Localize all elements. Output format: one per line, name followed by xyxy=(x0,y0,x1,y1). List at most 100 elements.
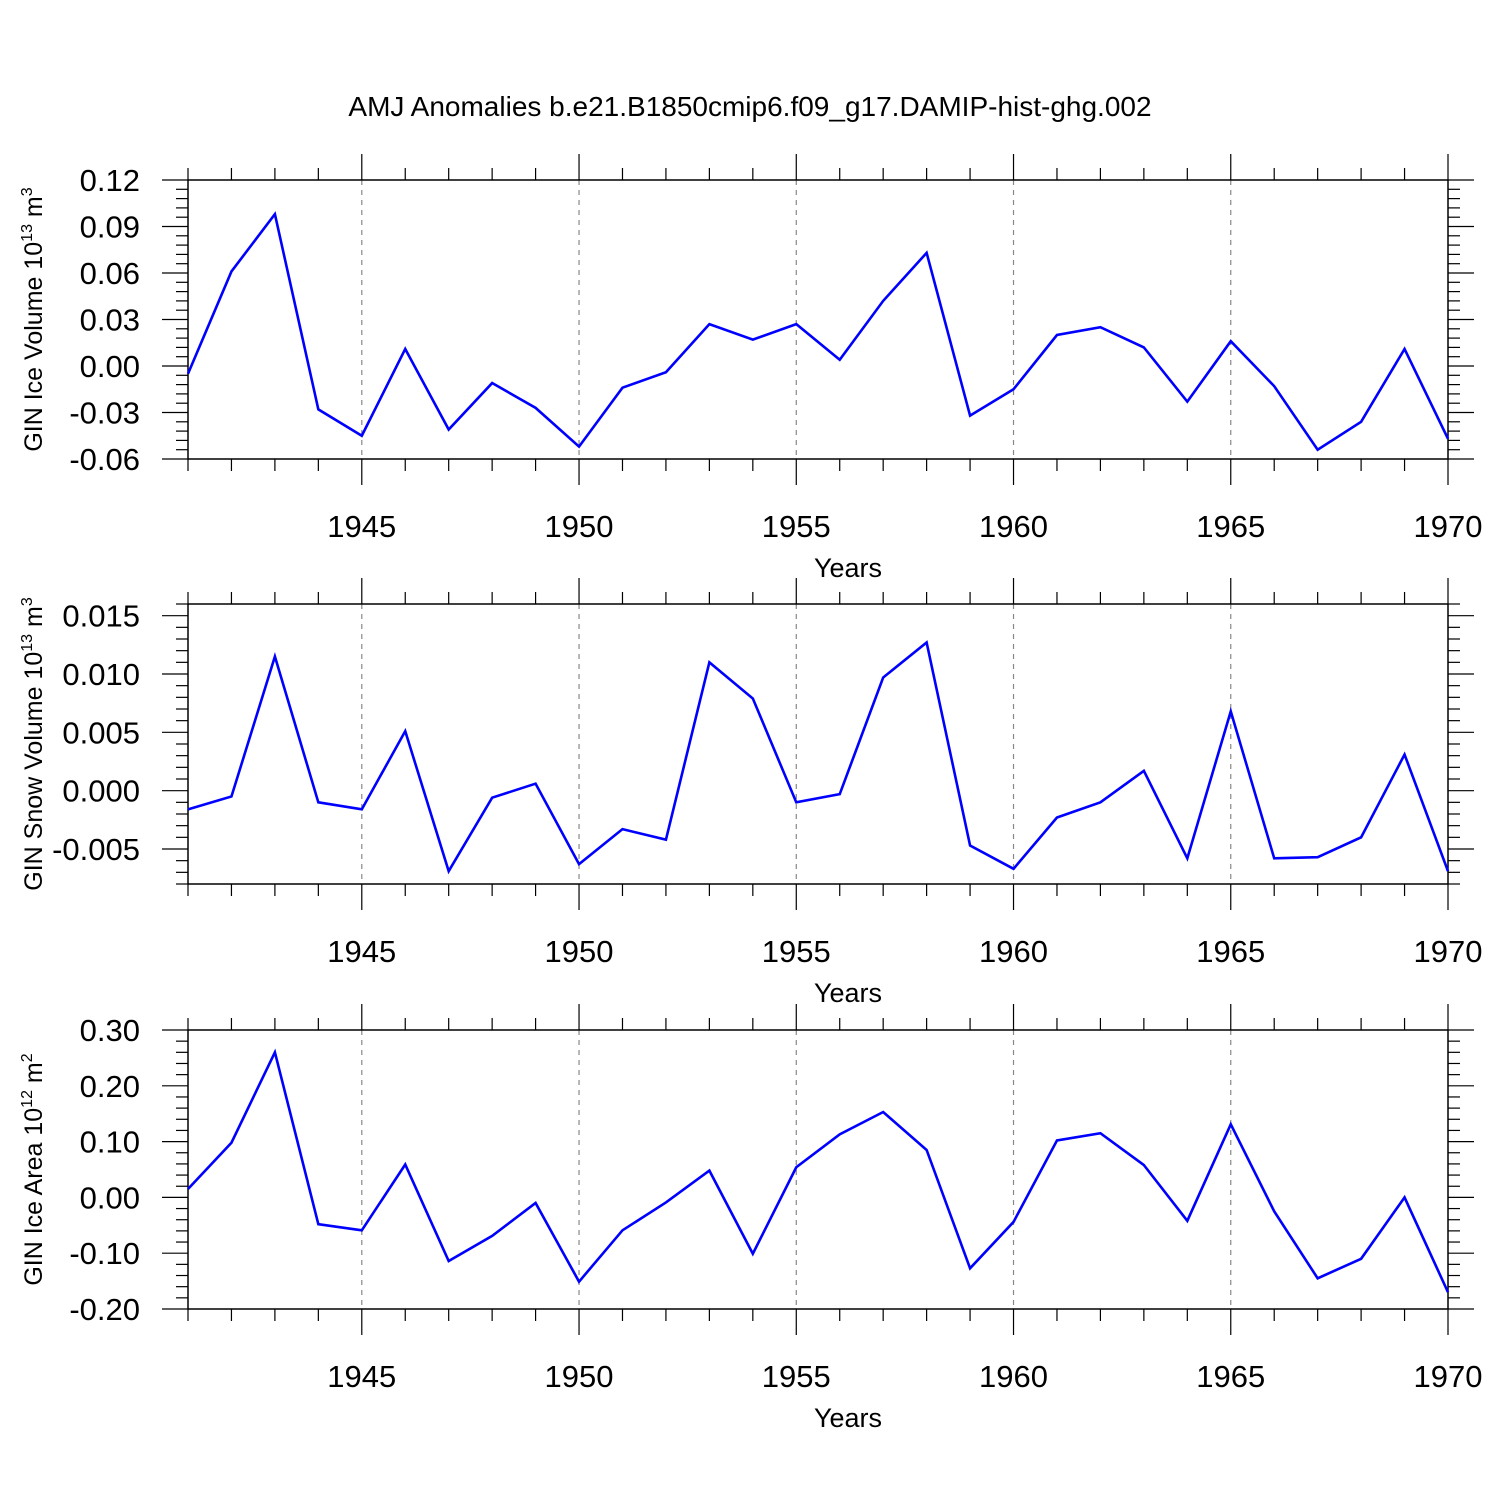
data-point xyxy=(491,796,494,799)
data-point xyxy=(578,445,581,448)
plot-frame xyxy=(187,603,1449,885)
y-tick-label: -0.20 xyxy=(69,1292,140,1327)
x-tick-label: 1945 xyxy=(327,1359,396,1394)
data-point xyxy=(317,1223,320,1226)
x-tick-label: 1970 xyxy=(1414,509,1483,544)
data-point xyxy=(621,1229,624,1232)
data-point xyxy=(534,1202,537,1205)
data-point xyxy=(187,808,190,811)
data-point xyxy=(1186,400,1189,403)
y-axis-label-text: m xyxy=(20,606,48,634)
x-tick-label: 1965 xyxy=(1196,509,1265,544)
data-point xyxy=(708,661,711,664)
data-point xyxy=(1403,753,1406,756)
data-point xyxy=(1229,1123,1232,1126)
data-point xyxy=(317,801,320,804)
x-tick-label: 1960 xyxy=(979,1359,1048,1394)
x-tick-label: 1955 xyxy=(762,509,831,544)
data-point xyxy=(534,782,537,785)
data-point xyxy=(1273,1210,1276,1213)
x-tick-label: 1965 xyxy=(1196,1359,1265,1394)
y-tick-label: 0.06 xyxy=(80,256,140,291)
data-point xyxy=(1143,346,1146,349)
data-point xyxy=(1229,340,1232,343)
data-point xyxy=(491,1235,494,1238)
data-point xyxy=(708,1169,711,1172)
panel-3: -0.20 -0.10 0.00 0.10 0.20 0.30 1945 1950 1955 19… xyxy=(19,1004,1482,1433)
y-tick-label: -0.06 xyxy=(69,442,140,477)
data-point xyxy=(274,655,277,658)
data-point xyxy=(1403,348,1406,351)
x-tick-label: 1955 xyxy=(762,1359,831,1394)
data-point xyxy=(274,213,277,216)
data-point xyxy=(491,382,494,385)
data-point xyxy=(1099,1132,1102,1135)
data-point xyxy=(621,828,624,831)
data-point xyxy=(1012,1221,1015,1224)
data-point xyxy=(1012,868,1015,871)
data-point xyxy=(230,1141,233,1144)
y-axis-label-text: m xyxy=(20,196,48,224)
data-point xyxy=(1143,770,1146,773)
y-axis-label-text: GIN Snow Volume 10 xyxy=(20,652,48,891)
y-axis-label-text: m xyxy=(20,1062,48,1090)
x-tick-label: 1950 xyxy=(545,934,614,969)
data-point xyxy=(447,428,450,431)
data-point xyxy=(1186,1220,1189,1223)
data-point xyxy=(838,359,841,362)
data-point xyxy=(1273,385,1276,388)
data-point xyxy=(925,252,928,255)
data-point xyxy=(925,641,928,644)
y-axis-label: GIN Snow Volume 1013 m3 xyxy=(19,597,48,891)
data-point xyxy=(752,697,755,700)
y-axis-label-text: GIN Ice Volume 10 xyxy=(20,242,48,452)
data-point xyxy=(1360,836,1363,839)
data-point xyxy=(838,793,841,796)
y-axis-label-superscript: 12 xyxy=(19,1090,36,1108)
y-tick-label: 0.00 xyxy=(80,1180,140,1215)
data-point xyxy=(1056,816,1059,819)
x-tick-label: 1945 xyxy=(327,934,396,969)
data-point xyxy=(578,863,581,866)
data-point xyxy=(360,1229,363,1232)
data-point xyxy=(1360,421,1363,424)
y-tick-label: 0.03 xyxy=(80,303,140,338)
data-point xyxy=(404,348,407,351)
data-point xyxy=(838,1133,841,1136)
data-point xyxy=(1316,1277,1319,1280)
x-tick-label: 1950 xyxy=(545,509,614,544)
panel-2: -0.005 0.000 0.005 0.010 0.015 1945 1950 1955 19… xyxy=(19,578,1482,1008)
data-point xyxy=(578,1280,581,1283)
data-point xyxy=(1273,857,1276,860)
data-point xyxy=(1316,448,1319,451)
data-point xyxy=(230,270,233,273)
data-point xyxy=(621,386,624,389)
y-axis-label: GIN Ice Area 1012 m2 xyxy=(19,1053,48,1285)
data-point xyxy=(1360,1257,1363,1260)
x-axis-label: Years xyxy=(814,553,882,583)
data-point xyxy=(665,838,668,841)
data-point xyxy=(274,1051,277,1054)
x-axis-label: Years xyxy=(814,978,882,1008)
panel-1: -0.06 -0.03 0.00 0.03 0.06 0.09 0.12 1945 1950 19… xyxy=(19,154,1482,583)
y-tick-label: 0.10 xyxy=(80,1125,140,1160)
data-point xyxy=(230,795,233,798)
series-line xyxy=(186,211,1450,452)
x-tick-label: 1955 xyxy=(762,934,831,969)
x-tick-label: 1970 xyxy=(1414,1359,1483,1394)
data-point xyxy=(360,434,363,437)
y-axis-label-superscript: 2 xyxy=(19,1053,36,1062)
data-point xyxy=(1143,1164,1146,1167)
x-tick-label: 1960 xyxy=(979,509,1048,544)
data-point xyxy=(708,323,711,326)
y-tick-label: 0.010 xyxy=(62,657,140,692)
data-point xyxy=(404,730,407,733)
y-tick-label: 0.005 xyxy=(62,715,140,750)
x-tick-label: 1945 xyxy=(327,509,396,544)
data-point xyxy=(969,844,972,847)
data-point xyxy=(795,1166,798,1169)
plot-frame xyxy=(187,179,1449,460)
y-tick-label: 0.000 xyxy=(62,774,140,809)
data-point xyxy=(969,1267,972,1270)
